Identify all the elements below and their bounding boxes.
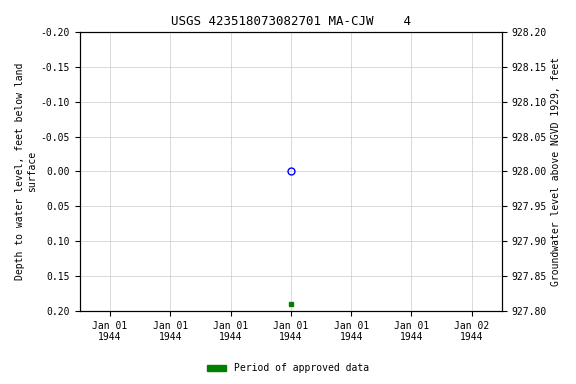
Legend: Period of approved data: Period of approved data xyxy=(203,359,373,377)
Y-axis label: Depth to water level, feet below land
surface: Depth to water level, feet below land su… xyxy=(15,63,37,280)
Y-axis label: Groundwater level above NGVD 1929, feet: Groundwater level above NGVD 1929, feet xyxy=(551,57,561,286)
Title: USGS 423518073082701 MA-CJW    4: USGS 423518073082701 MA-CJW 4 xyxy=(171,15,411,28)
